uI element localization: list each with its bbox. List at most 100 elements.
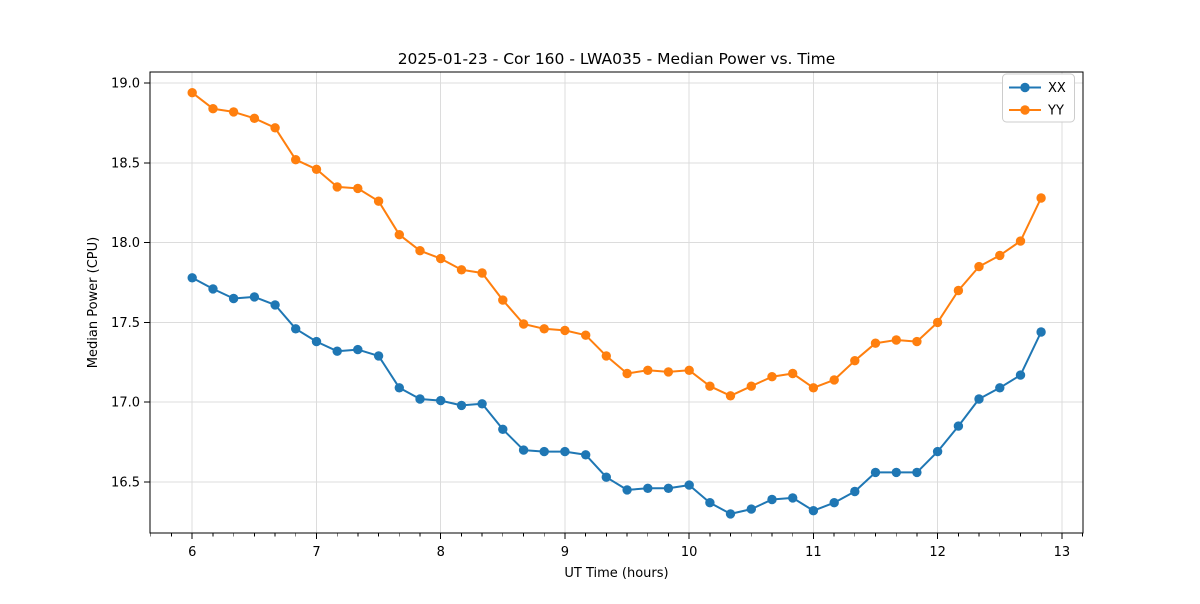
data-point-YY-7.167 — [332, 182, 342, 192]
x-tick-label-6: 6 — [188, 545, 196, 560]
data-point-XX-7.5 — [373, 351, 384, 361]
data-point-YY-7 — [311, 164, 322, 174]
data-point-YY-9 — [560, 325, 570, 336]
data-point-YY-8.667 — [518, 319, 529, 329]
data-point-YY-10.167 — [705, 381, 715, 391]
legend-marker-XX — [1020, 82, 1030, 93]
data-point-YY-6.5 — [249, 113, 260, 124]
data-point-YY-6 — [187, 88, 197, 98]
data-point-XX-10.667 — [767, 494, 777, 505]
chart-title: 2025-01-23 - Cor 160 - LWA035 - Median P… — [398, 50, 836, 68]
data-point-XX-11.167 — [829, 498, 839, 508]
data-point-YY-12 — [932, 317, 943, 328]
grid-layer — [150, 72, 1083, 533]
data-point-XX-11.833 — [912, 467, 922, 478]
data-point-XX-12.833 — [1036, 327, 1046, 337]
data-point-XX-9.333 — [601, 472, 611, 482]
data-point-XX-11.667 — [891, 467, 901, 478]
series-line-XX — [191, 276, 1043, 515]
data-point-YY-8.833 — [539, 324, 549, 334]
data-point-YY-8.167 — [456, 265, 467, 275]
x-tick-label-7: 7 — [312, 545, 320, 560]
data-point-YY-8.333 — [477, 268, 487, 278]
data-point-YY-10 — [684, 365, 694, 375]
data-point-YY-10.333 — [725, 391, 736, 401]
data-point-YY-6.167 — [208, 104, 218, 114]
data-point-XX-6 — [187, 273, 197, 283]
data-point-YY-7.667 — [394, 230, 404, 240]
data-point-XX-12.333 — [974, 394, 984, 404]
data-point-XX-10.167 — [705, 498, 715, 508]
data-point-YY-12.667 — [1015, 236, 1026, 246]
data-point-XX-8.833 — [539, 446, 549, 457]
series-line-YY — [191, 91, 1043, 397]
data-point-YY-12.833 — [1036, 193, 1046, 203]
y-tick-label-19: 19.0 — [111, 77, 140, 92]
data-point-XX-8.333 — [477, 399, 487, 409]
data-point-XX-9 — [560, 446, 570, 457]
data-point-XX-9.167 — [581, 450, 591, 460]
legend: XX YY — [1002, 73, 1075, 123]
data-point-YY-9.667 — [643, 365, 653, 375]
data-point-YY-6.833 — [291, 155, 301, 165]
data-point-XX-6.333 — [228, 293, 239, 304]
data-point-YY-9.167 — [581, 330, 591, 340]
data-point-XX-7.667 — [394, 383, 404, 393]
data-point-XX-6.5 — [249, 292, 260, 302]
data-point-YY-9.833 — [663, 367, 674, 377]
data-point-YY-10.833 — [788, 368, 798, 379]
axes-layer: 6 7 8 9 10 11 12 13 16.5 17.0 17.5 18.0 18.5 19.0 — [111, 71, 1084, 560]
data-point-YY-11 — [808, 383, 819, 393]
x-tick-label-11: 11 — [805, 545, 822, 560]
data-point-XX-6.833 — [291, 324, 301, 334]
data-point-XX-9.5 — [622, 485, 632, 495]
data-point-XX-7.167 — [332, 346, 342, 356]
x-tick-label-12: 12 — [929, 545, 946, 560]
data-point-YY-11.167 — [829, 375, 839, 385]
data-point-YY-10.5 — [746, 381, 756, 391]
y-tick-label-17: 17.0 — [111, 396, 140, 411]
data-point-YY-8.5 — [498, 295, 508, 305]
data-point-XX-12.5 — [995, 383, 1005, 393]
data-point-XX-10.5 — [746, 504, 756, 514]
data-point-YY-12.5 — [995, 250, 1005, 261]
plot-border — [149, 71, 1084, 534]
legend-marker-YY — [1020, 105, 1030, 115]
data-point-YY-10.667 — [767, 372, 777, 382]
data-point-XX-11.333 — [850, 486, 860, 497]
y-tick-label-18.5: 18.5 — [111, 156, 140, 171]
data-point-XX-10.333 — [725, 509, 736, 519]
y-tick-label-17.5: 17.5 — [111, 316, 140, 331]
data-point-YY-6.333 — [228, 107, 239, 117]
data-point-YY-7.5 — [373, 196, 384, 206]
series-layer — [187, 88, 1046, 519]
data-point-YY-6.667 — [270, 123, 280, 133]
data-point-XX-6.167 — [208, 284, 218, 294]
x-tick-label-8: 8 — [437, 545, 445, 560]
x-tick-label-9: 9 — [561, 545, 569, 560]
data-point-XX-6.667 — [270, 300, 280, 310]
data-point-XX-7 — [311, 336, 322, 347]
data-point-XX-11 — [808, 506, 819, 516]
data-point-XX-7.833 — [415, 394, 425, 404]
data-point-XX-7.333 — [353, 344, 363, 355]
data-point-YY-7.833 — [415, 246, 425, 256]
legend-label-YY: YY — [1047, 104, 1064, 119]
x-axis-label: UT Time (hours) — [564, 566, 668, 581]
data-point-XX-8 — [436, 395, 446, 406]
legend-label-XX: XX — [1048, 81, 1066, 96]
data-point-XX-9.833 — [663, 483, 674, 493]
data-point-YY-8 — [436, 253, 446, 264]
data-point-XX-10.833 — [788, 493, 798, 503]
y-tick-label-18: 18.0 — [111, 236, 140, 251]
data-point-YY-9.333 — [601, 351, 611, 361]
y-axis-label: Median Power (CPU) — [86, 237, 101, 368]
data-point-YY-12.333 — [974, 261, 984, 272]
data-point-XX-8.167 — [456, 400, 467, 411]
data-point-YY-11.5 — [870, 338, 881, 348]
y-tick-label-16.5: 16.5 — [111, 475, 140, 490]
data-point-XX-9.667 — [643, 483, 653, 493]
data-point-YY-11.667 — [891, 335, 901, 345]
